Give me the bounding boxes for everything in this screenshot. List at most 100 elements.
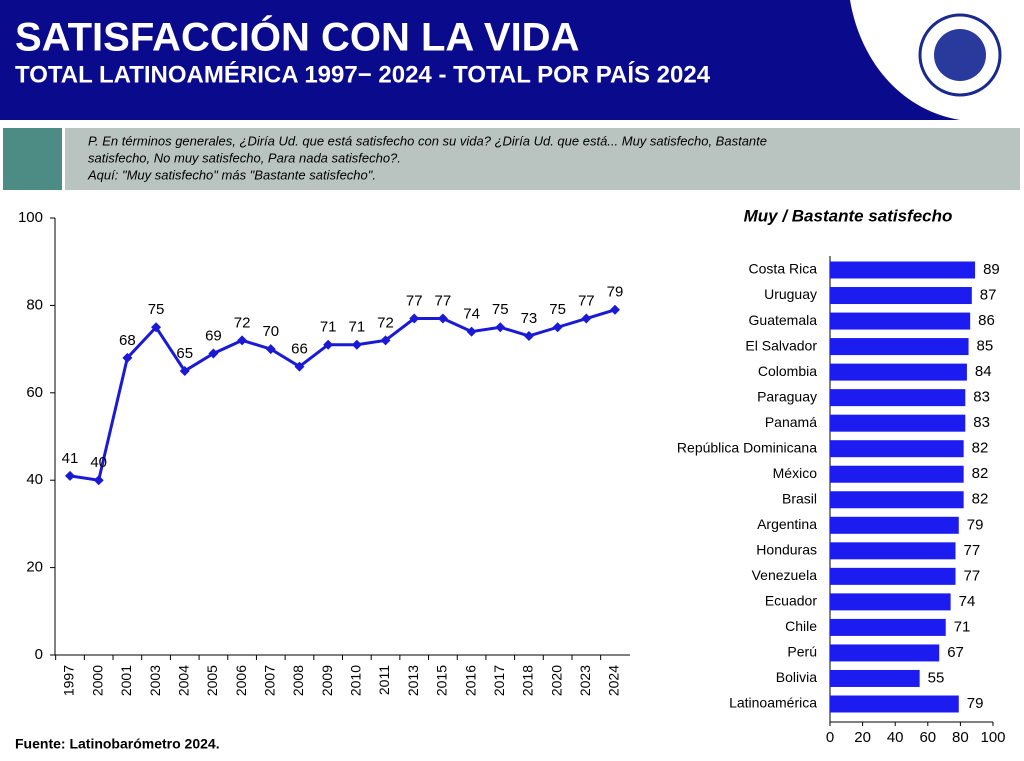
category-label: Costa Rica	[749, 261, 818, 277]
category-label: Honduras	[756, 542, 817, 558]
x-tick-label: 2023	[577, 665, 593, 696]
subtitle: TOTAL LATINOAMÉRICA 1997− 2024 - TOTAL P…	[15, 60, 711, 88]
data-label: 77	[406, 292, 423, 309]
marker	[208, 348, 219, 359]
bar	[830, 593, 951, 611]
x-tick-label: 2018	[520, 665, 536, 696]
data-label: 83	[973, 414, 990, 431]
data-label: 40	[90, 454, 107, 471]
data-label: 71	[954, 618, 971, 635]
bar	[830, 261, 976, 279]
bar	[830, 312, 971, 330]
data-label: 82	[972, 440, 989, 457]
data-label: 77	[964, 542, 981, 559]
title: SATISFACCIÓN CON LA VIDA	[15, 14, 579, 60]
x-tick-label: 2008	[290, 665, 306, 696]
logo-ring	[918, 13, 1002, 97]
marker	[466, 326, 477, 337]
marker	[151, 322, 162, 333]
question-text: P. En términos generales, ¿Diría Ud. que…	[88, 133, 767, 148]
data-label: 74	[463, 306, 480, 323]
question-text: satisfecho, No muy satisfecho, Para nada…	[88, 150, 401, 165]
data-label: 87	[980, 286, 997, 303]
data-label: 77	[578, 292, 595, 309]
bar	[830, 414, 966, 432]
bar	[830, 567, 956, 585]
data-label: 77	[435, 292, 452, 309]
data-label: 75	[148, 301, 165, 318]
x-tick-label: 2009	[319, 665, 335, 696]
x-tick-label: 2010	[348, 665, 364, 696]
data-label: 82	[972, 491, 989, 508]
marker	[265, 344, 276, 355]
marker	[65, 470, 75, 481]
data-label: 86	[978, 312, 995, 329]
marker	[409, 313, 420, 324]
data-label: 75	[549, 301, 566, 318]
chart-title: Muy / Bastante satisfecho	[744, 206, 953, 225]
y-tick-label: 100	[18, 209, 43, 226]
marker	[552, 322, 563, 333]
x-tick-label: 2003	[147, 665, 163, 696]
marker	[323, 339, 334, 350]
category-label: República Dominicana	[677, 439, 817, 455]
source: Fuente: Latinobarómetro 2024.	[15, 736, 220, 752]
x-tick-label: 2013	[405, 665, 421, 696]
x-tick-label: 80	[952, 729, 969, 746]
category-label: El Salvador	[745, 337, 817, 353]
marker	[179, 365, 190, 376]
bar	[830, 389, 966, 407]
category-label: Latinoamérica	[729, 695, 817, 711]
bar	[830, 644, 940, 662]
data-label: 89	[983, 261, 1000, 278]
header-band	[0, 0, 1024, 120]
bar	[830, 338, 969, 356]
data-label: 79	[607, 284, 624, 301]
logo-globe	[934, 29, 986, 81]
data-label: 71	[320, 319, 337, 336]
question-text: Aquí: "Muy satisfecho" más "Bastante sat…	[87, 167, 376, 182]
y-tick-label: 60	[26, 384, 43, 401]
y-tick-label: 40	[26, 471, 43, 488]
category-label: Brasil	[782, 490, 817, 506]
marker	[351, 339, 362, 350]
category-label: Colombia	[758, 363, 817, 379]
x-tick-label: 2011	[376, 665, 392, 695]
line	[69, 308, 616, 482]
data-label: 72	[377, 314, 394, 331]
y-tick-label: 0	[35, 646, 43, 663]
bar	[830, 440, 964, 458]
x-tick-label: 2016	[462, 665, 478, 696]
x-tick-label: 60	[919, 729, 936, 746]
x-tick-label: 2007	[261, 665, 277, 696]
bar	[830, 618, 946, 636]
data-label: 65	[176, 345, 193, 362]
marker	[495, 322, 506, 333]
y-tick-label: 80	[26, 296, 43, 313]
marker	[237, 335, 248, 346]
x-tick-label: 40	[887, 729, 904, 746]
category-label: Uruguay	[764, 286, 817, 302]
category-label: Bolivia	[776, 669, 817, 685]
question-box	[65, 128, 1020, 190]
bar	[830, 542, 956, 560]
data-label: 55	[928, 669, 945, 686]
data-label: 79	[967, 695, 984, 712]
bar	[830, 516, 959, 534]
category-label: Ecuador	[765, 593, 817, 609]
question-marker	[3, 128, 62, 190]
x-tick-label: 2000	[89, 665, 105, 696]
x-tick-label: 20	[854, 729, 871, 746]
x-tick-label: 2006	[233, 665, 249, 696]
category-label: Chile	[785, 618, 817, 634]
bar	[830, 695, 959, 713]
x-tick-label: 2024	[606, 665, 622, 696]
x-tick-label: 2015	[434, 665, 450, 696]
marker	[610, 304, 620, 315]
data-label: 68	[119, 332, 136, 349]
marker	[93, 475, 104, 486]
marker	[581, 313, 592, 324]
category-label: Paraguay	[757, 388, 817, 404]
data-label: 66	[291, 341, 308, 358]
